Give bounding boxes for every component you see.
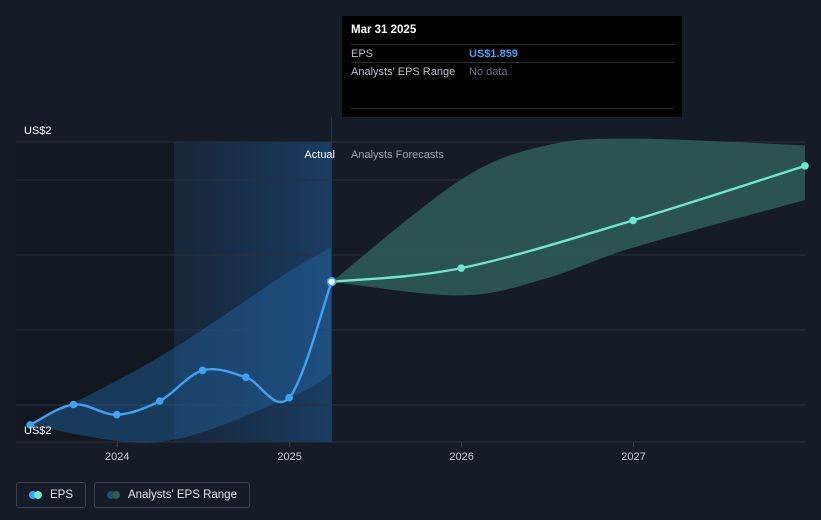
eps-forecast-line <box>331 164 806 283</box>
actual-band <box>174 142 332 442</box>
tooltip-range-row: Analysts' EPS Range No data <box>351 62 675 80</box>
forecast-label: Analysts Forecasts <box>351 149 444 161</box>
x-axis-ticks: 2024 2025 2026 2027 <box>105 442 646 463</box>
eps-point-highlighted[interactable] <box>326 276 337 287</box>
tooltip-eps-value: US$1.859 <box>469 48 518 60</box>
eps-range-swatch-icon <box>107 491 121 499</box>
tooltip-divider <box>351 108 673 109</box>
tooltip-date: Mar 31 2025 <box>351 24 417 36</box>
legend: EPS Analysts' EPS Range <box>16 482 250 508</box>
actual-eps-range-area <box>30 247 332 443</box>
forecast-point[interactable] <box>629 216 637 225</box>
x-tick-label: 2026 <box>449 451 473 463</box>
eps-point[interactable] <box>26 421 34 429</box>
tooltip-range-value: No data <box>469 66 508 78</box>
x-tick-label: 2027 <box>621 451 645 463</box>
data-points <box>26 162 809 429</box>
y-tick-bottom: US$2 <box>24 425 52 437</box>
tooltip-eps-label: EPS <box>351 48 374 60</box>
eps-point[interactable] <box>285 393 294 402</box>
legend-eps[interactable]: EPS <box>16 482 87 508</box>
forecast-point[interactable] <box>457 264 465 272</box>
tooltip: Mar 31 2025 EPS US$1.859 Analysts' EPS R… <box>342 16 682 117</box>
analysts-eps-range-area <box>331 138 805 296</box>
actual-label: Actual <box>304 149 335 161</box>
y-tick-top: US$2 <box>24 125 52 137</box>
eps-point[interactable] <box>113 410 121 419</box>
legend-eps-label: EPS <box>50 489 74 501</box>
legend-range-label: Analysts' EPS Range <box>128 489 237 501</box>
eps-point[interactable] <box>69 400 78 409</box>
tooltip-range-label: Analysts' EPS Range <box>351 66 456 78</box>
legend-eps-range[interactable]: Analysts' EPS Range <box>94 482 250 508</box>
eps-swatch-icon <box>29 491 43 499</box>
eps-point[interactable] <box>242 373 250 382</box>
past-shade <box>16 142 174 442</box>
x-tick-label: 2024 <box>105 451 129 463</box>
tooltip-eps-row: EPS US$1.859 <box>351 44 675 62</box>
eps-point[interactable] <box>155 397 164 405</box>
forecast-point[interactable] <box>801 162 809 170</box>
x-tick-label: 2025 <box>277 451 301 463</box>
eps-point[interactable] <box>198 366 207 375</box>
